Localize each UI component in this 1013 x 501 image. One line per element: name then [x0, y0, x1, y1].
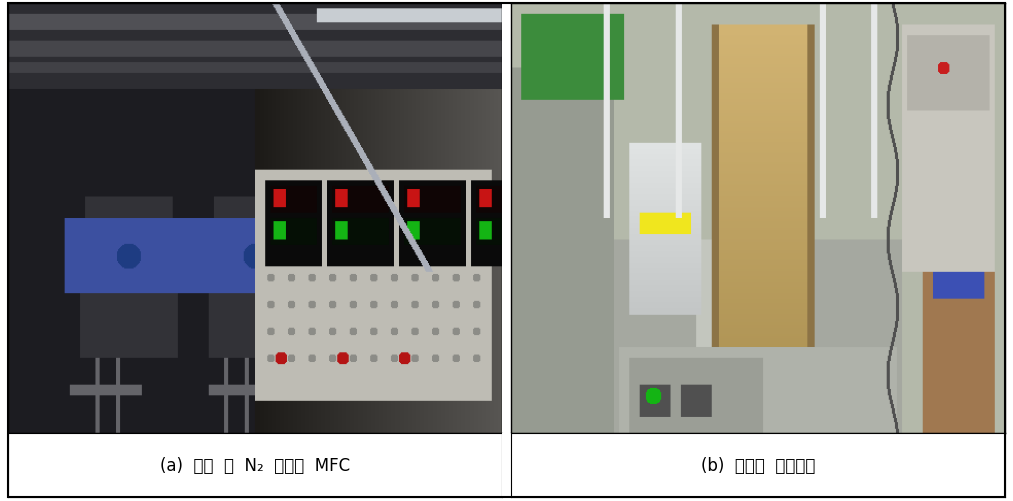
Text: (b)  수증기  공급장치: (b) 수증기 공급장치 — [701, 456, 815, 474]
Text: (a)  공기  및  N₂  공급용  MFC: (a) 공기 및 N₂ 공급용 MFC — [160, 456, 349, 474]
